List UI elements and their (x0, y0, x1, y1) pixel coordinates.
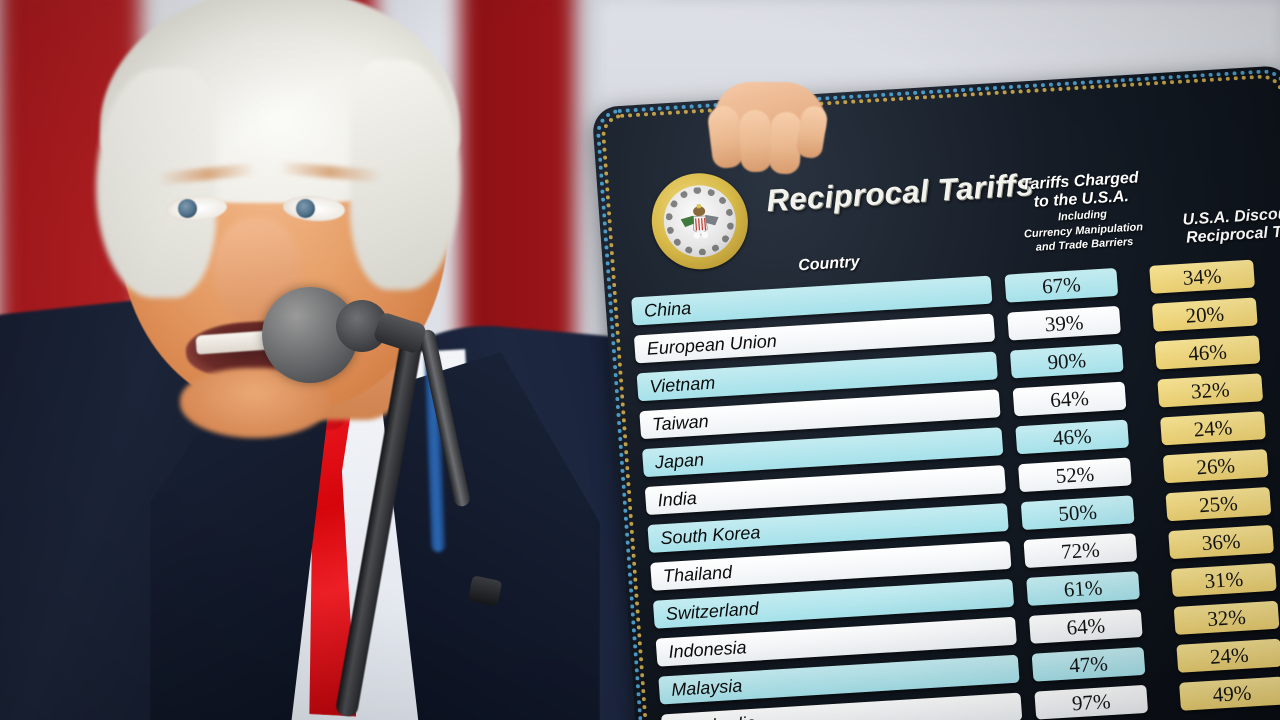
cell-tariff-charged: 39% (1007, 305, 1121, 341)
cell-tariff-charged: 67% (1004, 267, 1119, 303)
cell-tariff-discounted: 32% (1157, 373, 1264, 408)
cell-tariff-charged: 61% (1026, 571, 1140, 606)
cell-tariff-discounted: 36% (1168, 524, 1275, 560)
cell-tariff-charged: 52% (1018, 457, 1132, 493)
board-surface: Reciprocal Tariffs Country Tariffs Charg… (591, 64, 1280, 720)
cell-tariff-discounted: 20% (1151, 297, 1258, 332)
eagle-icon (680, 204, 719, 240)
cell-tariff-charged: 46% (1015, 419, 1130, 455)
iris-left (178, 199, 197, 218)
cell-tariff-discounted: 24% (1160, 411, 1266, 446)
cell-tariff-charged: 90% (1009, 343, 1124, 379)
cell-tariff-charged: 64% (1028, 609, 1143, 644)
cell-tariff-charged: 97% (1034, 684, 1149, 720)
presidential-seal-icon (648, 170, 752, 273)
cell-tariff-charged: 50% (1020, 495, 1135, 531)
column-header-tariffs-charged: Tariffs Charged to the U.S.A. Including … (996, 168, 1169, 256)
hair-side-left (96, 68, 216, 298)
cell-tariff-discounted: 49% (1179, 676, 1280, 711)
cell-tariff-charged: 72% (1023, 533, 1138, 569)
column-header-country: Country (797, 253, 861, 275)
cell-tariff-discounted: 46% (1154, 335, 1261, 370)
cell-tariff-discounted: 24% (1176, 638, 1280, 673)
tariff-chart-board: Reciprocal Tariffs Country Tariffs Charg… (520, 42, 1280, 720)
iris-right (296, 199, 315, 218)
tariff-table-rows: China 67% 34% European Union 39% 20% Vietnam 90… (605, 256, 1280, 720)
finger-middle (738, 109, 773, 173)
cell-tariff-discounted: 31% (1170, 562, 1277, 598)
cell-tariff-charged: 47% (1031, 646, 1146, 682)
cell-tariff-discounted: 34% (1149, 259, 1256, 294)
hand-holding-board (690, 82, 840, 182)
speaker-figure (0, 0, 748, 720)
cell-tariff-discounted: 32% (1173, 600, 1280, 635)
cell-tariff-charged: 64% (1012, 381, 1127, 417)
column-header-usa-discounted: U.S.A. Discounted Reciprocal Tariffs (1156, 202, 1280, 250)
cell-tariff-discounted: 25% (1165, 486, 1272, 522)
cell-tariff-discounted: 26% (1162, 449, 1269, 484)
